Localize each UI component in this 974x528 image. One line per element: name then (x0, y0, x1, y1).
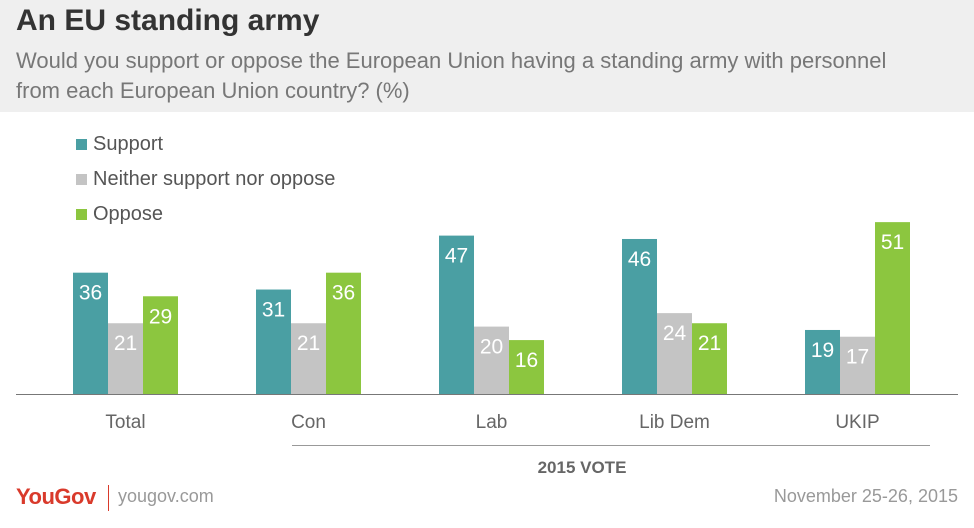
yougov-logo: YouGov (16, 484, 96, 509)
bar-lab-support (439, 235, 474, 394)
value-label-lib-dem-oppose: 21 (698, 332, 721, 355)
header-band: An EU standing army Would you support or… (0, 0, 974, 112)
value-label-total-oppose: 29 (149, 305, 172, 328)
value-label-ukip-oppose: 51 (881, 231, 904, 254)
bar-lab-neither-support-nor-oppose (474, 326, 509, 394)
value-label-ukip-neither-support-nor-oppose: 17 (846, 346, 869, 369)
category-label-con: Con (291, 412, 326, 433)
bar-ukip-support (805, 329, 840, 394)
value-label-lab-oppose: 16 (515, 349, 538, 372)
legend-swatch-neither-support-nor-oppose (76, 174, 87, 185)
legend-label-support: Support (93, 133, 163, 155)
bar-total-support (73, 272, 108, 394)
legend-swatch-support (76, 139, 87, 150)
bar-lib-dem-support (622, 238, 657, 394)
bar-con-oppose (326, 272, 361, 394)
value-label-con-neither-support-nor-oppose: 21 (297, 332, 320, 355)
group-label-2015-vote: 2015 VOTE (538, 458, 627, 477)
bar-total-neither-support-nor-oppose (108, 323, 143, 394)
value-label-total-support: 36 (79, 282, 102, 305)
legend-swatch-oppose (76, 209, 87, 220)
bar-con-support (256, 289, 291, 394)
bar-ukip-neither-support-nor-oppose (840, 336, 875, 394)
bar-con-neither-support-nor-oppose (291, 323, 326, 394)
bar-total-oppose (143, 296, 178, 394)
legend-label-neither-support-nor-oppose: Neither support nor oppose (93, 168, 335, 190)
value-label-total-neither-support-nor-oppose: 21 (114, 332, 137, 355)
value-label-con-support: 31 (262, 299, 285, 322)
footer-date: November 25-26, 2015 (773, 486, 958, 506)
bar-lab-oppose (509, 340, 544, 394)
bar-ukip-oppose (875, 222, 910, 394)
category-label-lab: Lab (476, 412, 508, 433)
chart-subtitle: Would you support or oppose the European… (16, 48, 887, 103)
category-label-lib-dem: Lib Dem (639, 412, 710, 433)
value-label-lib-dem-support: 46 (628, 248, 651, 271)
value-label-lab-support: 47 (445, 245, 468, 268)
value-label-lib-dem-neither-support-nor-oppose: 24 (663, 322, 687, 345)
footer-divider (108, 485, 109, 511)
category-label-ukip: UKIP (835, 412, 879, 433)
bar-chart: Support Neither support nor oppose Oppose 3… (16, 133, 958, 477)
category-label-total: Total (105, 412, 145, 433)
bar-lib-dem-oppose (692, 323, 727, 394)
value-label-lab-neither-support-nor-oppose: 20 (480, 336, 503, 359)
footer-website: yougov.com (118, 486, 214, 506)
legend-label-oppose: Oppose (93, 203, 163, 225)
chart-title: An EU standing army (16, 4, 320, 37)
value-label-con-oppose: 36 (332, 282, 355, 305)
value-label-ukip-support: 19 (811, 339, 834, 362)
bar-lib-dem-neither-support-nor-oppose (657, 313, 692, 394)
